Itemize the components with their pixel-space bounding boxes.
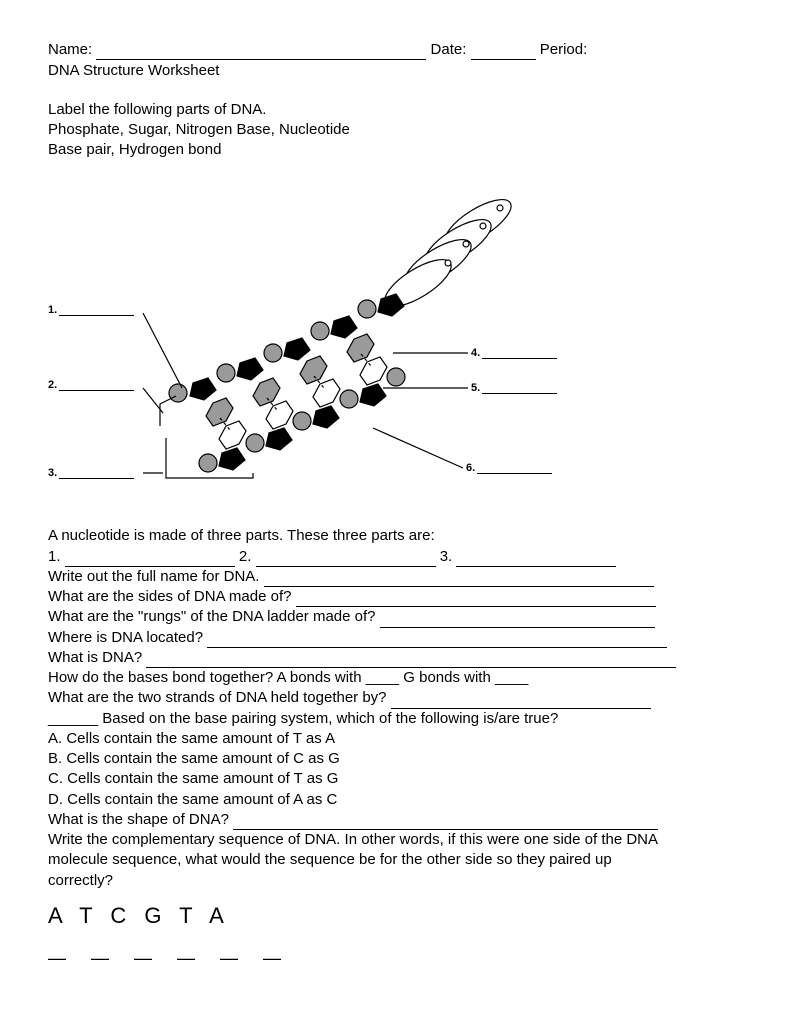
complement-line-2: molecule sequence, what would the sequen… [48,850,743,870]
diagram-label-2: 2. [48,378,134,393]
dna-diagram: 1. 2. 3. 4. 5. 6. [48,178,608,508]
held-blank[interactable] [391,694,651,709]
part1-blank[interactable] [65,552,235,567]
part2-blank[interactable] [256,552,436,567]
label-1-blank[interactable] [59,305,134,316]
whatis-blank[interactable] [146,653,676,668]
date-blank[interactable] [471,45,536,60]
instruction-line-3: Base pair, Hydrogen bond [48,140,743,160]
mc-d: D. Cells contain the same amount of A as… [48,790,743,810]
mc-intro: ______ Based on the base pairing system,… [48,709,743,729]
shape-blank[interactable] [233,815,658,830]
instruction-line-2: Phosphate, Sugar, Nitrogen Base, Nucleot… [48,120,743,140]
date-label: Date: [431,41,467,58]
nucleotide-intro: A nucleotide is made of three parts. The… [48,526,743,546]
sides-blank[interactable] [296,592,656,607]
nucleotide-parts: 1. 2. 3. [48,547,743,567]
complement-line-1: Write the complementary sequence of DNA.… [48,830,743,850]
q-held: What are the two strands of DNA held tog… [48,688,743,708]
q-located: Where is DNA located? [48,628,743,648]
questions: A nucleotide is made of three parts. The… [48,526,743,970]
label-6-blank[interactable] [477,463,552,474]
instruction-line-1: Label the following parts of DNA. [48,100,743,120]
diagram-label-4: 4. [471,346,557,361]
answer-blanks[interactable]: — — — — — — [48,946,743,970]
diagram-label-6: 6. [466,461,552,476]
dna-svg [48,178,608,508]
label-5-blank[interactable] [482,383,557,394]
label-3-blank[interactable] [59,468,134,479]
name-blank[interactable] [96,45,426,60]
diagram-label-1: 1. [48,303,134,318]
dna-sequence: A T C G T A [48,901,743,931]
q-what-is: What is DNA? [48,648,743,668]
name-label: Name: [48,41,92,58]
q-sides: What are the sides of DNA made of? [48,587,743,607]
q-shape: What is the shape of DNA? [48,810,743,830]
header-row-1: Name: Date: Period: [48,40,743,60]
q-rungs: What are the "rungs" of the DNA ladder m… [48,607,743,627]
complement-line-3: correctly? [48,871,743,891]
rungs-blank[interactable] [380,613,655,628]
period-label: Period: [540,41,588,58]
label-2-blank[interactable] [59,380,134,391]
mc-a: A. Cells contain the same amount of T as… [48,729,743,749]
located-blank[interactable] [207,633,667,648]
part3-blank[interactable] [456,552,616,567]
mc-b: B. Cells contain the same amount of C as… [48,749,743,769]
label-4-blank[interactable] [482,348,557,359]
q-bonds: How do the bases bond together? A bonds … [48,668,743,688]
diagram-label-3: 3. [48,466,134,481]
full-name-blank[interactable] [264,572,654,587]
instructions: Label the following parts of DNA. Phosph… [48,100,743,161]
q-full-name: Write out the full name for DNA. [48,567,743,587]
worksheet-title: DNA Structure Worksheet [48,61,743,81]
diagram-label-5: 5. [471,381,557,396]
mc-c: C. Cells contain the same amount of T as… [48,769,743,789]
